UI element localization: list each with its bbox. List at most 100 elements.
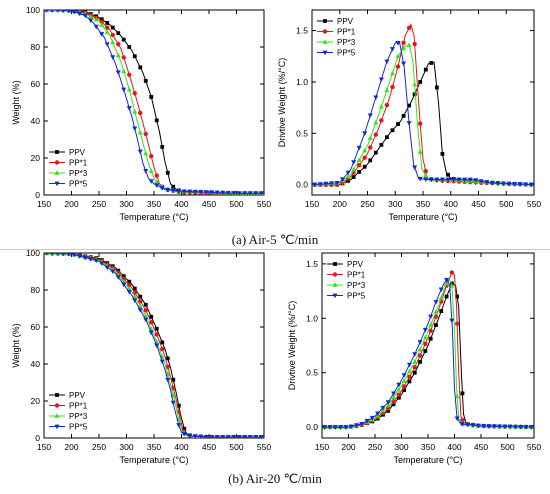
- data-point: [187, 433, 193, 438]
- data-point: [433, 309, 439, 314]
- legend-marker: [322, 39, 328, 44]
- data-point: [209, 435, 215, 438]
- y-tick-label: 0.0: [306, 422, 318, 432]
- data-point: [143, 79, 148, 83]
- data-point: [417, 176, 423, 182]
- data-point: [340, 177, 346, 183]
- data-point: [518, 424, 524, 430]
- data-point: [50, 253, 54, 256]
- x-tick-label: 150: [37, 442, 51, 452]
- x-tick-label: 150: [315, 442, 329, 452]
- y-tick-label: 0.5: [306, 368, 318, 378]
- data-point: [116, 42, 121, 47]
- data-point: [93, 16, 99, 22]
- data-point: [417, 346, 423, 352]
- data-point: [475, 423, 481, 429]
- data-point: [160, 145, 165, 149]
- x-tick-label: 300: [119, 199, 133, 209]
- y-axis-label: Weight (%): [11, 323, 21, 367]
- data-point: [391, 394, 397, 400]
- data-point: [356, 162, 362, 168]
- data-point: [338, 425, 344, 430]
- data-point: [110, 25, 115, 30]
- data-point: [449, 282, 455, 288]
- data-point: [236, 191, 242, 195]
- data-point: [406, 121, 412, 126]
- series-PP*5: [44, 253, 264, 438]
- data-point: [367, 135, 373, 140]
- data-point: [401, 61, 407, 67]
- data-point: [160, 347, 165, 352]
- data-point: [165, 356, 170, 361]
- x-tick-label: 150: [37, 199, 51, 209]
- series-PPV: [44, 253, 264, 438]
- data-point: [220, 435, 226, 438]
- data-point: [512, 424, 518, 430]
- data-point: [445, 177, 451, 183]
- series-PP*5: [322, 278, 534, 430]
- data-point: [401, 40, 406, 46]
- data-point: [242, 191, 248, 195]
- data-point: [82, 13, 88, 19]
- series-line: [322, 278, 534, 428]
- data-point: [455, 294, 460, 299]
- data-point: [379, 118, 384, 123]
- data-point: [412, 41, 417, 47]
- data-point: [143, 302, 148, 307]
- y-tick-label: 80: [31, 285, 41, 295]
- data-point: [132, 290, 137, 295]
- data-point: [528, 182, 534, 188]
- data-point: [439, 177, 445, 183]
- data-point: [121, 274, 126, 279]
- data-point: [143, 308, 148, 313]
- data-point: [385, 400, 391, 405]
- data-point: [198, 190, 204, 195]
- data-point: [460, 391, 465, 396]
- legend-marker: [54, 181, 60, 187]
- data-point: [470, 423, 476, 428]
- data-point: [104, 265, 110, 271]
- data-point: [181, 189, 187, 195]
- legend: PPV PP*1PP*3 PP*5: [49, 391, 88, 432]
- data-point: [348, 424, 354, 430]
- x-tick-label: 400: [174, 442, 188, 452]
- data-point: [110, 269, 116, 275]
- data-point: [378, 103, 384, 109]
- data-point: [429, 61, 434, 65]
- x-tick-label: 400: [444, 199, 458, 209]
- legend-marker: [332, 272, 338, 277]
- data-point: [440, 151, 445, 156]
- legend-label: PP*1: [337, 28, 356, 37]
- data-point: [497, 424, 503, 430]
- data-point: [379, 142, 384, 147]
- data-point: [367, 113, 373, 119]
- legend-label: PPV: [69, 391, 86, 400]
- data-point: [236, 435, 242, 438]
- data-point: [88, 257, 94, 262]
- data-point: [45, 10, 49, 13]
- data-point: [99, 17, 104, 22]
- data-point: [138, 294, 143, 299]
- y-tick-label: 0.0: [296, 180, 308, 190]
- data-point: [323, 181, 329, 187]
- data-point: [390, 128, 395, 133]
- data-point: [401, 373, 407, 378]
- y-axis-label: Weight (%): [11, 80, 21, 124]
- x-tick-label: 550: [527, 442, 541, 452]
- panel-divider: [0, 249, 550, 250]
- data-point: [412, 359, 418, 364]
- data-point: [192, 434, 198, 438]
- x-axis-label: Temperature (°C): [393, 455, 462, 465]
- data-point: [154, 326, 159, 331]
- data-point: [422, 327, 428, 333]
- legend-marker: [322, 29, 328, 34]
- y-tick-label: 0: [35, 190, 40, 200]
- y-tick-label: 1.0: [296, 77, 308, 87]
- data-point: [364, 418, 370, 424]
- series-PP*3: [44, 253, 264, 438]
- data-point: [121, 55, 126, 60]
- data-point: [384, 102, 390, 108]
- data-point: [143, 317, 149, 323]
- y-axis-label: Drivtive Weight (%/°C): [287, 301, 297, 390]
- series-PP*3: [322, 276, 534, 430]
